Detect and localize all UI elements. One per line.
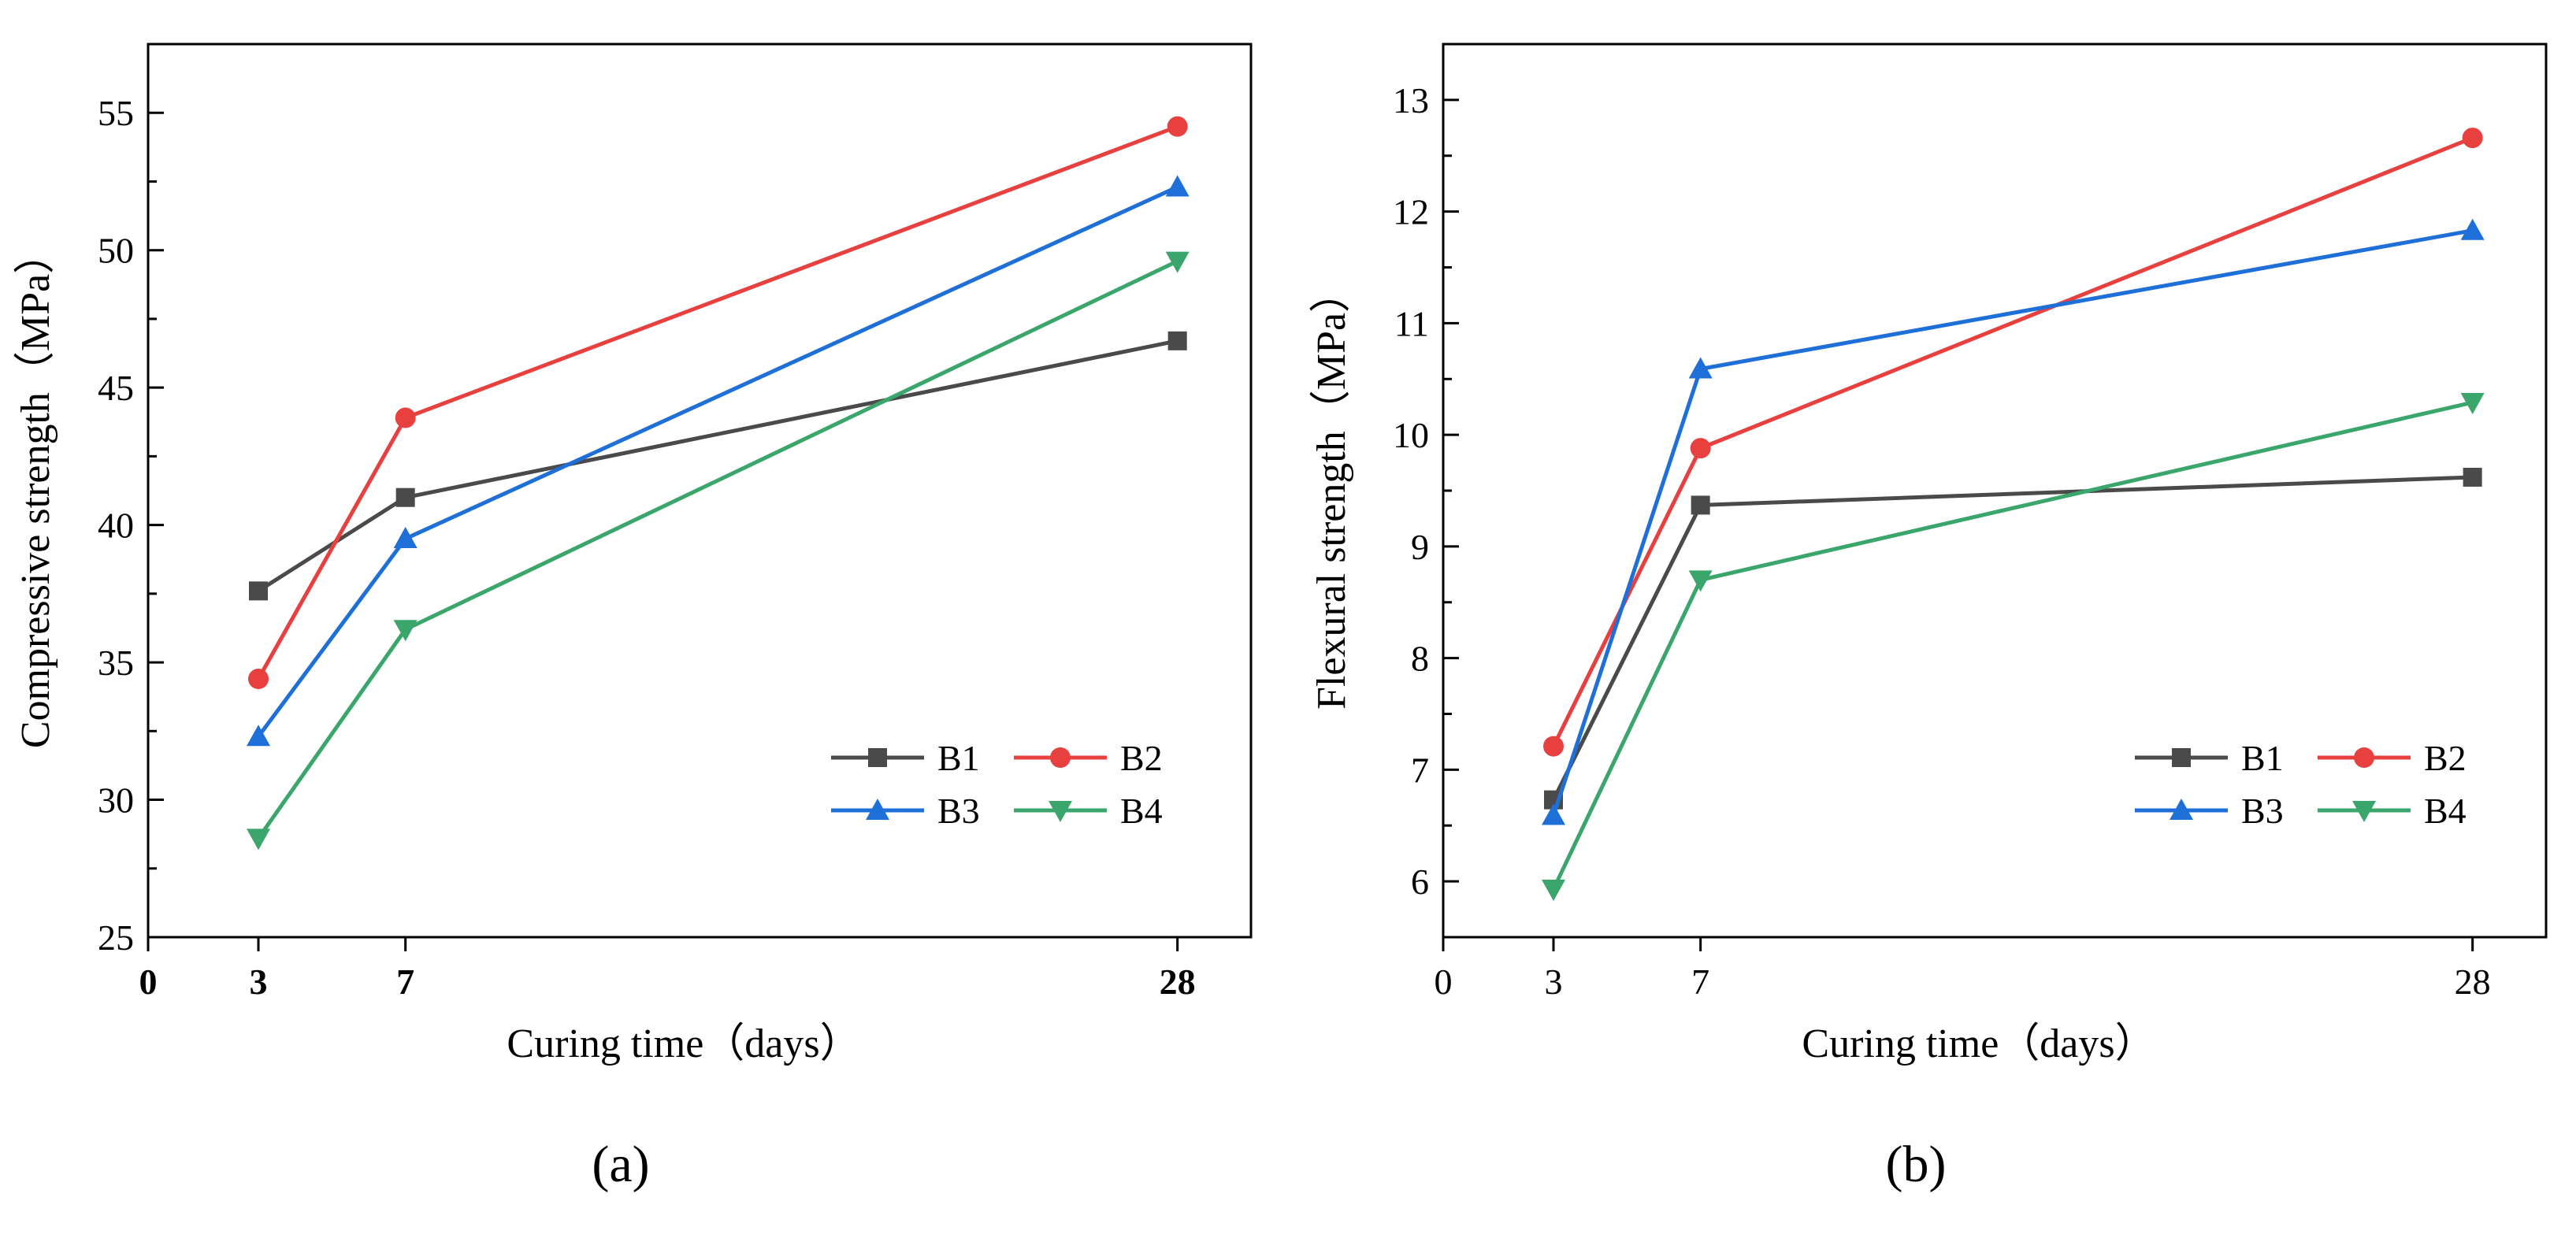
- plot-frame: [1442, 43, 2548, 939]
- data-point: [395, 487, 415, 507]
- y-tick-label: 55: [98, 93, 134, 133]
- x-tick-label: 7: [396, 962, 414, 1002]
- legend-item: B2: [2318, 738, 2467, 778]
- panel-label: (b): [1886, 1136, 1947, 1193]
- series-b4: [247, 251, 1190, 851]
- legend-item: B3: [831, 791, 980, 831]
- legend-marker: [1050, 747, 1071, 768]
- legend-item: B1: [831, 738, 980, 778]
- legend-label: B1: [937, 738, 980, 778]
- legend-label: B2: [1120, 738, 1163, 778]
- legend-item: B3: [2135, 791, 2284, 831]
- series-b4: [1542, 393, 2485, 902]
- y-tick-label: 45: [98, 368, 134, 408]
- legend-marker: [2170, 799, 2193, 820]
- series-b3: [247, 175, 1190, 747]
- y-tick-label: 12: [1393, 192, 1429, 232]
- y-tick-label: 11: [1394, 303, 1429, 343]
- legend: B1 B2 B3 B4: [831, 738, 1163, 831]
- x-tick-label: 3: [1545, 962, 1563, 1002]
- legend-marker: [2354, 747, 2374, 768]
- chart-panel-b: 6 7 8 9 10 11 12 13 0 3 7 28 Flexural strength（MPa） C…: [1309, 43, 2548, 1193]
- series-line: [1551, 475, 2473, 801]
- legend-item: B4: [2318, 791, 2467, 831]
- data-point: [1542, 880, 1565, 902]
- series-b2: [1543, 128, 2483, 757]
- series-line: [256, 185, 1179, 738]
- data-point: [247, 725, 270, 747]
- legend-marker: [2172, 748, 2191, 767]
- data-point: [1165, 175, 1190, 197]
- legend-label: B2: [2424, 738, 2467, 778]
- y-tick-label: 6: [1411, 862, 1429, 902]
- legend-item: B1: [2135, 738, 2284, 778]
- y-tick-label: 10: [1393, 415, 1429, 455]
- x-axis-title: Curing time（days）: [1802, 1021, 2155, 1066]
- data-point: [2462, 128, 2483, 149]
- data-point: [1542, 803, 1565, 825]
- data-point: [1688, 357, 1713, 379]
- legend-marker: [1049, 801, 1072, 822]
- series-line: [1551, 400, 2474, 891]
- data-point: [1543, 736, 1564, 757]
- series-line: [256, 124, 1179, 680]
- legend-label: B4: [1120, 791, 1163, 831]
- legend-label: B4: [2424, 791, 2467, 831]
- y-tick-label: 8: [1411, 639, 1429, 679]
- legend: B1 B2 B3 B4: [2135, 738, 2467, 831]
- y-tick-label: 9: [1411, 527, 1429, 567]
- chart-panel-a: 25 30 35 40 45 50 55 0 3 7 28 Compressive strength（…: [13, 43, 1253, 1193]
- legend-item: B4: [1014, 791, 1163, 831]
- x-tick-label: 28: [2455, 962, 2491, 1002]
- x-tick-label: 3: [250, 962, 268, 1002]
- data-point: [1167, 116, 1188, 137]
- legend-marker: [2352, 801, 2376, 822]
- series-b3: [1542, 218, 2485, 825]
- y-tick-label: 25: [98, 917, 134, 958]
- data-point: [2463, 467, 2482, 487]
- panel-label: (a): [592, 1136, 649, 1193]
- legend-marker: [866, 799, 889, 820]
- legend-label: B3: [2241, 791, 2284, 831]
- data-point: [1688, 570, 1713, 592]
- data-point: [2460, 218, 2485, 240]
- data-point: [1165, 251, 1190, 273]
- legend-label: B3: [937, 791, 980, 831]
- data-point: [393, 527, 418, 549]
- legend-marker: [868, 748, 887, 767]
- series-b2: [248, 116, 1188, 690]
- data-point: [247, 828, 270, 851]
- data-point: [395, 407, 416, 428]
- x-axis-title: Curing time（days）: [507, 1021, 860, 1066]
- y-tick-label: 50: [98, 231, 134, 271]
- data-point: [393, 620, 418, 642]
- y-tick-label: 7: [1411, 750, 1429, 790]
- x-tick-label: 28: [1160, 962, 1196, 1002]
- data-point: [1691, 495, 1710, 515]
- x-tick-label: 0: [139, 962, 158, 1002]
- legend-item: B2: [1014, 738, 1163, 778]
- legend-label: B1: [2241, 738, 2284, 778]
- y-tick-label: 30: [98, 780, 134, 821]
- y-tick-label: 40: [98, 506, 134, 546]
- y-axis-title: Compressive strength（MPa）: [13, 233, 58, 748]
- data-point: [1167, 331, 1187, 350]
- x-tick-label: 7: [1691, 962, 1709, 1002]
- data-point: [2460, 393, 2485, 415]
- plot-frame: [147, 43, 1253, 939]
- y-tick-label: 13: [1393, 80, 1429, 120]
- data-point: [1690, 438, 1711, 459]
- series-line: [1551, 135, 2474, 747]
- data-point: [249, 581, 268, 601]
- series-b1: [249, 331, 1187, 601]
- y-tick-label: 35: [98, 643, 134, 683]
- x-tick-label: 0: [1435, 962, 1453, 1002]
- y-axis-title: Flexural strength（MPa）: [1309, 272, 1354, 710]
- data-point: [248, 669, 269, 690]
